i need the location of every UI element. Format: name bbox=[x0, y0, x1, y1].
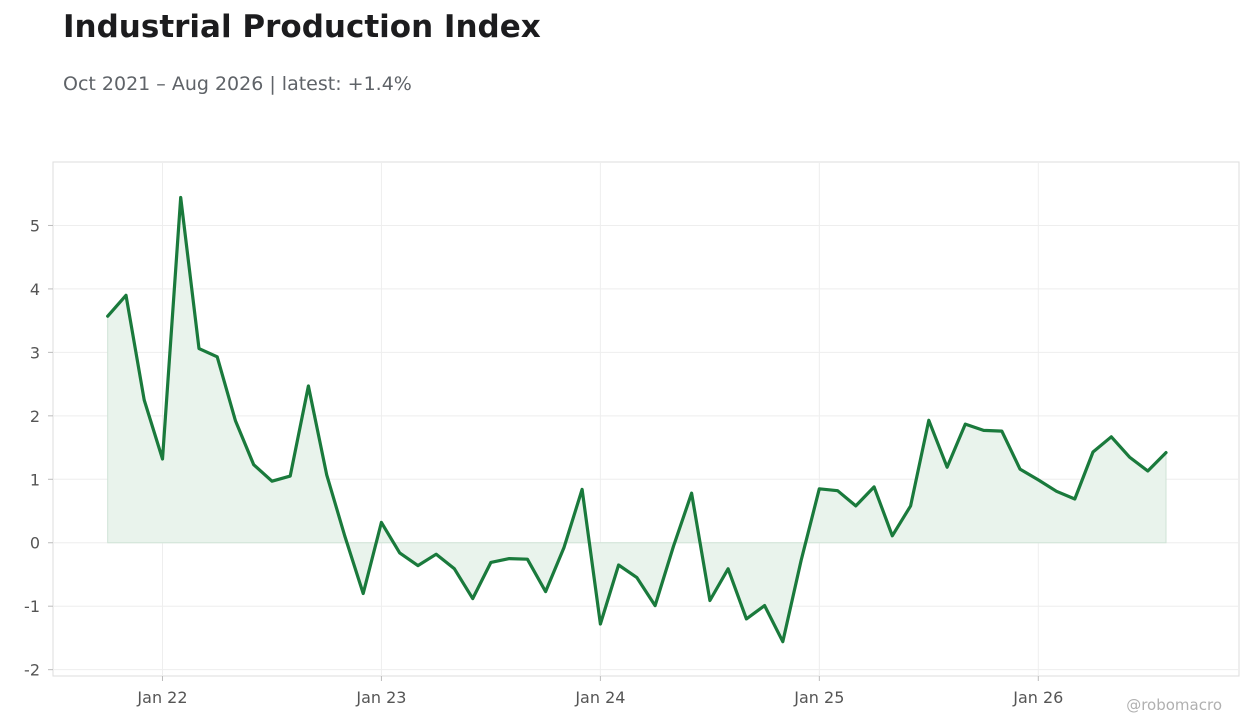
data-point bbox=[361, 592, 365, 595]
data-point bbox=[289, 474, 292, 478]
x-axis: Jan 22 Jan 23 Jan 24 Jan 25 Jan 26 bbox=[136, 676, 1063, 707]
data-point bbox=[526, 558, 529, 561]
data-point bbox=[325, 473, 328, 477]
data-point bbox=[216, 355, 219, 359]
y-tick-label: 3 bbox=[30, 343, 40, 362]
data-point bbox=[653, 604, 657, 607]
data-point bbox=[1073, 497, 1076, 501]
y-tick-label: 5 bbox=[30, 216, 40, 235]
y-tick-label: 4 bbox=[30, 280, 40, 299]
data-point bbox=[307, 384, 310, 388]
data-point bbox=[617, 563, 620, 567]
plot-frame bbox=[52, 161, 1240, 677]
data-point bbox=[690, 492, 693, 495]
data-point bbox=[1037, 478, 1040, 482]
grid-lines bbox=[53, 162, 1239, 676]
series-area bbox=[107, 197, 1167, 644]
x-tick-label: Jan 22 bbox=[136, 688, 187, 707]
data-point bbox=[1018, 467, 1022, 471]
data-point bbox=[453, 567, 456, 570]
data-point bbox=[252, 463, 255, 466]
data-point bbox=[836, 489, 839, 492]
data-point bbox=[1110, 435, 1113, 438]
data-point bbox=[234, 419, 237, 423]
data-point bbox=[544, 590, 547, 593]
data-points bbox=[106, 196, 1168, 643]
data-point bbox=[489, 561, 493, 564]
data-point bbox=[964, 422, 967, 426]
data-point bbox=[909, 504, 912, 508]
data-point bbox=[891, 534, 894, 537]
data-point bbox=[179, 196, 182, 199]
data-point bbox=[1000, 429, 1003, 433]
data-point bbox=[854, 504, 858, 508]
data-point bbox=[161, 457, 164, 461]
data-point bbox=[927, 419, 931, 422]
data-point bbox=[507, 557, 511, 560]
data-point bbox=[1055, 490, 1058, 493]
y-tick-label: 1 bbox=[30, 470, 40, 489]
data-point bbox=[580, 488, 584, 491]
x-tick-label: Jan 24 bbox=[574, 688, 625, 707]
data-point bbox=[106, 315, 109, 318]
data-point bbox=[1164, 451, 1168, 454]
data-point bbox=[708, 599, 712, 602]
data-point bbox=[398, 551, 401, 555]
data-point bbox=[562, 546, 566, 550]
data-point bbox=[270, 479, 274, 483]
data-point bbox=[143, 398, 146, 402]
y-tick-label: 0 bbox=[30, 534, 40, 553]
chart-title: Industrial Production Index bbox=[63, 9, 541, 45]
data-point bbox=[434, 552, 438, 556]
data-point bbox=[380, 521, 383, 524]
data-point bbox=[635, 576, 639, 579]
data-point bbox=[781, 640, 785, 643]
data-point bbox=[945, 466, 949, 469]
data-point bbox=[745, 617, 748, 621]
data-point bbox=[726, 567, 730, 570]
data-point bbox=[1128, 455, 1131, 459]
y-tick-label: 2 bbox=[30, 407, 40, 426]
data-point bbox=[982, 429, 985, 432]
data-point bbox=[343, 535, 347, 538]
data-point bbox=[872, 485, 876, 489]
data-point bbox=[763, 604, 766, 607]
data-point bbox=[124, 294, 128, 297]
y-tick-label: -1 bbox=[24, 597, 40, 616]
y-tick-label: -2 bbox=[24, 661, 40, 680]
data-point bbox=[672, 545, 675, 548]
data-point bbox=[197, 347, 201, 350]
data-point bbox=[416, 564, 420, 567]
data-point bbox=[818, 487, 821, 491]
x-tick-label: Jan 25 bbox=[793, 688, 844, 707]
data-point bbox=[471, 597, 474, 600]
y-axis: -2 -1 0 1 2 3 4 5 bbox=[24, 216, 53, 680]
x-tick-label: Jan 23 bbox=[355, 688, 406, 707]
x-tick-label: Jan 26 bbox=[1012, 688, 1063, 707]
chart-subtitle: Oct 2021 – Aug 2026 | latest: +1.4% bbox=[63, 73, 412, 95]
watermark: @robomacro bbox=[1126, 696, 1222, 714]
data-point bbox=[1146, 469, 1149, 473]
data-point bbox=[599, 622, 602, 626]
data-point bbox=[1091, 450, 1095, 454]
data-point bbox=[799, 559, 803, 562]
